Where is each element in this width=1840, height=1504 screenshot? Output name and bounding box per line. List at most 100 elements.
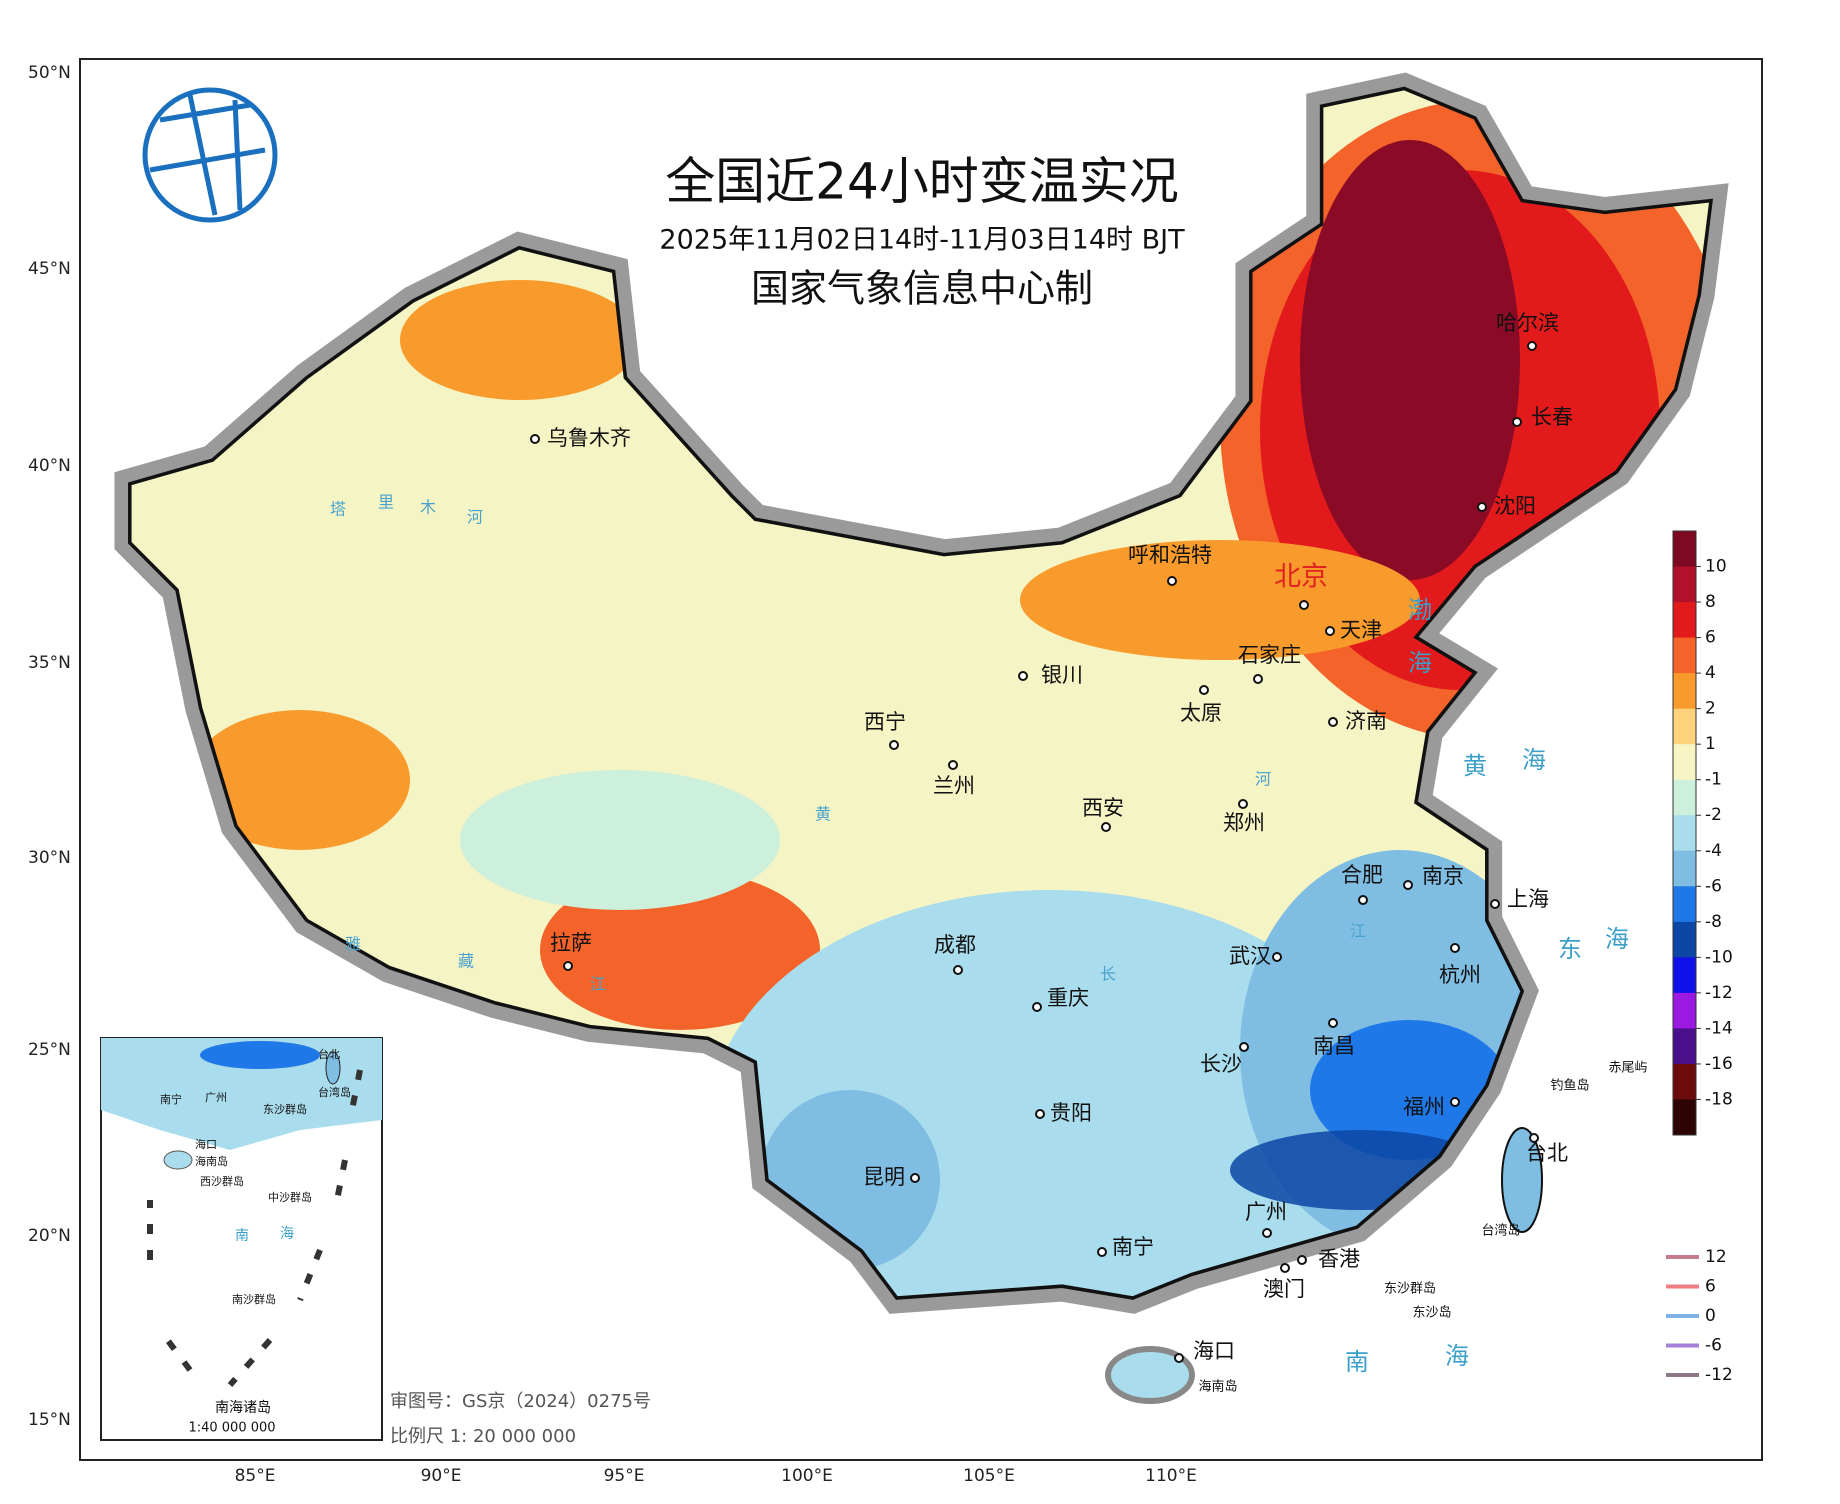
city-label: 海口	[1193, 1339, 1235, 1363]
title: 全国近24小时变温实况	[665, 153, 1179, 211]
city-dot	[910, 1173, 920, 1183]
city-dot	[1328, 717, 1338, 727]
colorbar-label: 2	[1705, 699, 1716, 719]
inset-label: 广州	[205, 1091, 227, 1104]
lon-label: 90°E	[421, 1466, 462, 1486]
island-label: 东沙群岛	[1384, 1281, 1436, 1297]
city-dot	[1297, 1255, 1307, 1265]
legend: 10 8 6 4 2 1 -1 -2 -4 -6 -8 -10 -12 -14 -16 -18 12 6 0 -6 -1…	[1666, 530, 1733, 1385]
inset-title: 南海诸岛	[215, 1400, 271, 1416]
island-labels: 钓鱼岛 赤尾屿 台湾岛 东沙群岛 东沙岛 海南岛	[1198, 1061, 1647, 1395]
river-label: 木	[420, 498, 436, 517]
city-label: 长沙	[1200, 1052, 1242, 1076]
inset-label: 东沙群岛	[263, 1102, 307, 1116]
city-dot	[1325, 626, 1335, 636]
colorbar-label: 8	[1705, 592, 1716, 612]
colorbar-segment	[1673, 850, 1696, 887]
colorbar-segment	[1673, 531, 1696, 568]
sea-label: 渤	[1408, 596, 1434, 624]
city-label: 北京	[1274, 562, 1328, 593]
lat-label: 20°N	[28, 1226, 71, 1246]
island-label: 东沙岛	[1412, 1305, 1451, 1321]
colorbar-label: 1	[1705, 734, 1716, 754]
island-label: 台湾岛	[1481, 1223, 1520, 1239]
city-label: 广州	[1245, 1200, 1287, 1224]
colorbar-label: -2	[1705, 805, 1722, 825]
colorbar-label: -18	[1705, 1089, 1733, 1109]
city-dot	[1238, 799, 1248, 809]
city-dot	[889, 740, 899, 750]
city-label: 长春	[1531, 405, 1573, 429]
isoline-label: -12	[1705, 1365, 1733, 1385]
city-label: 重庆	[1047, 986, 1089, 1010]
inset-label: 中沙群岛	[268, 1190, 312, 1204]
city-label: 上海	[1507, 887, 1549, 911]
sea-label: 海	[1522, 746, 1548, 774]
city-dot	[1199, 685, 1209, 695]
city-dot	[1527, 341, 1537, 351]
inset-label: 海口	[195, 1137, 217, 1151]
river-label: 江	[1350, 922, 1366, 941]
city-dot	[1477, 502, 1487, 512]
city-dot	[1272, 952, 1282, 962]
city-dot	[1328, 1018, 1338, 1028]
lon-label: 85°E	[235, 1466, 276, 1486]
city-label: 昆明	[863, 1165, 905, 1189]
city-label: 天津	[1340, 618, 1382, 642]
city-label: 济南	[1345, 709, 1387, 733]
inset-label: 台北	[318, 1047, 340, 1061]
city-label: 南京	[1422, 864, 1464, 888]
lat-label: 45°N	[28, 259, 71, 279]
city-label: 南昌	[1313, 1034, 1355, 1058]
colorbar-segment	[1673, 886, 1696, 923]
city-label: 香港	[1318, 1247, 1360, 1271]
sea-label: 海	[1408, 649, 1434, 677]
inset-label: 台湾岛	[318, 1085, 351, 1099]
city-dot	[1101, 822, 1111, 832]
city-dot	[1239, 1042, 1249, 1052]
city-label: 郑州	[1223, 811, 1265, 835]
colorbar-label: -12	[1705, 983, 1733, 1003]
river-label: 藏	[458, 952, 474, 971]
city-dot	[1450, 1097, 1460, 1107]
city-dot	[1253, 674, 1263, 684]
city-label: 石家庄	[1238, 643, 1301, 667]
city-label: 杭州	[1439, 963, 1481, 987]
colorbar-label: -16	[1705, 1054, 1733, 1074]
colorbar-label: 6	[1705, 628, 1716, 648]
colorbar-segment	[1673, 921, 1696, 958]
river-label: 黄	[815, 805, 831, 824]
city-label: 武汉	[1229, 944, 1271, 968]
island-label: 海南岛	[1198, 1379, 1237, 1395]
subtitle: 2025年11月02日14时-11月03日14时 BJT	[659, 225, 1185, 256]
lat-label: 15°N	[28, 1410, 71, 1430]
city-dot	[1097, 1247, 1107, 1257]
colorbar-label: -4	[1705, 841, 1722, 861]
colorbar-segment	[1673, 779, 1696, 816]
city-label: 兰州	[933, 774, 975, 798]
river-label: 长	[1100, 965, 1116, 984]
river-labels: 塔 里 木 河 黄 河 长 江 雅 藏 江	[330, 493, 1366, 994]
city-label: 沈阳	[1494, 494, 1536, 518]
inset-map: 南宁 广州 海口 海南岛 台北 台湾岛 东沙群岛 西沙群岛 中沙群岛 南 海 南…	[100, 1037, 383, 1441]
river-label: 江	[590, 975, 606, 994]
isoline-label: 6	[1705, 1277, 1716, 1297]
colorbar-label: -10	[1705, 947, 1733, 967]
isoline-label: 0	[1705, 1306, 1716, 1326]
map-scale: 比例尺 1: 20 000 000	[390, 1426, 576, 1447]
inset-label: 西沙群岛	[200, 1174, 244, 1188]
river-label: 河	[1255, 770, 1271, 789]
colorbar-label: 4	[1705, 663, 1716, 683]
lon-labels: 85°E 90°E 95°E 100°E 105°E 110°E	[235, 1466, 1197, 1486]
isoline-label: -6	[1705, 1336, 1722, 1356]
sea-label: 黄	[1463, 752, 1489, 780]
city-label: 南宁	[1112, 1235, 1154, 1259]
city-dot	[1167, 576, 1177, 586]
lon-label: 100°E	[781, 1466, 833, 1486]
city-dot	[1035, 1109, 1045, 1119]
city-label: 哈尔滨	[1496, 311, 1559, 335]
city-label: 西宁	[864, 710, 906, 734]
colorbar-segment	[1673, 708, 1696, 745]
city-dot	[1018, 671, 1028, 681]
